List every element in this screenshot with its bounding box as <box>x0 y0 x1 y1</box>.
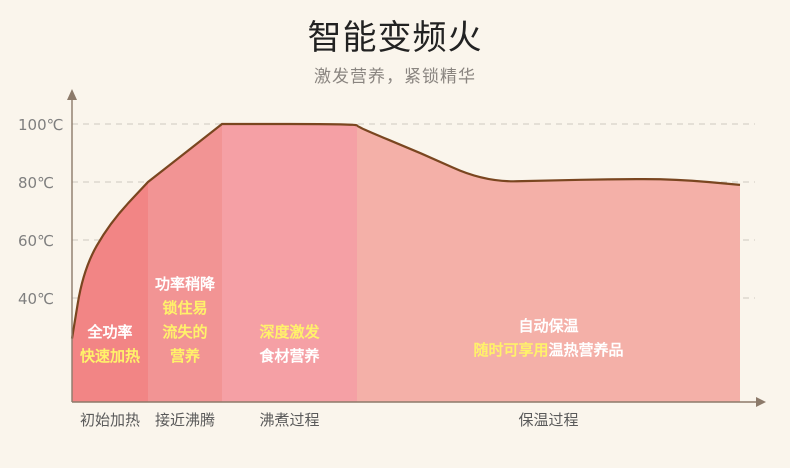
y-tick-label-40: 40℃ <box>18 290 54 308</box>
chart-title: 智能变频火 <box>307 18 483 58</box>
x-phase-label-2: 接近沸腾 <box>155 411 215 429</box>
annotation-line: 营养 <box>169 347 200 365</box>
temperature-line <box>70 122 741 339</box>
annotation-line: 锁住易 <box>162 299 208 317</box>
phase-annotation-1: 全功率 快速加热 <box>72 320 148 368</box>
annotation-line: 随时可享用温热营养品 <box>357 338 740 362</box>
annotation-line: 自动保温 <box>518 317 579 335</box>
phase-annotation-2: 功率稍降锁住易流失的营养 <box>148 272 222 368</box>
annotation-line: 食材营养 <box>259 347 320 365</box>
x-axis-arrow-icon <box>756 397 766 407</box>
phase-annotation-3: 深度激发 食材营养 <box>222 320 357 368</box>
chart-subtitle: 激发营养，紧锁精华 <box>314 67 476 87</box>
annotation-highlight: 随时可享用 <box>473 341 549 359</box>
annotation-line: 流失的 <box>162 323 208 341</box>
annotation-line: 全功率 <box>87 323 133 341</box>
annotation-text: 温热营养品 <box>548 341 624 359</box>
x-phase-label-1: 初始加热 <box>80 411 140 429</box>
annotation-line: 深度激发 <box>259 323 320 341</box>
y-tick-label-60: 60℃ <box>18 232 54 250</box>
x-phase-label-3: 沸煮过程 <box>259 411 319 429</box>
y-tick-label-100: 100℃ <box>18 116 63 134</box>
y-axis-arrow-icon <box>67 89 77 100</box>
annotation-line: 功率稍降 <box>154 275 215 293</box>
annotation-line: 快速加热 <box>79 347 140 365</box>
y-tick-label-80: 80℃ <box>18 174 54 192</box>
phase-annotation-4: 自动保温随时可享用温热营养品 <box>357 314 740 362</box>
phase-area-3 <box>222 124 357 402</box>
x-phase-label-4: 保温过程 <box>518 411 578 429</box>
